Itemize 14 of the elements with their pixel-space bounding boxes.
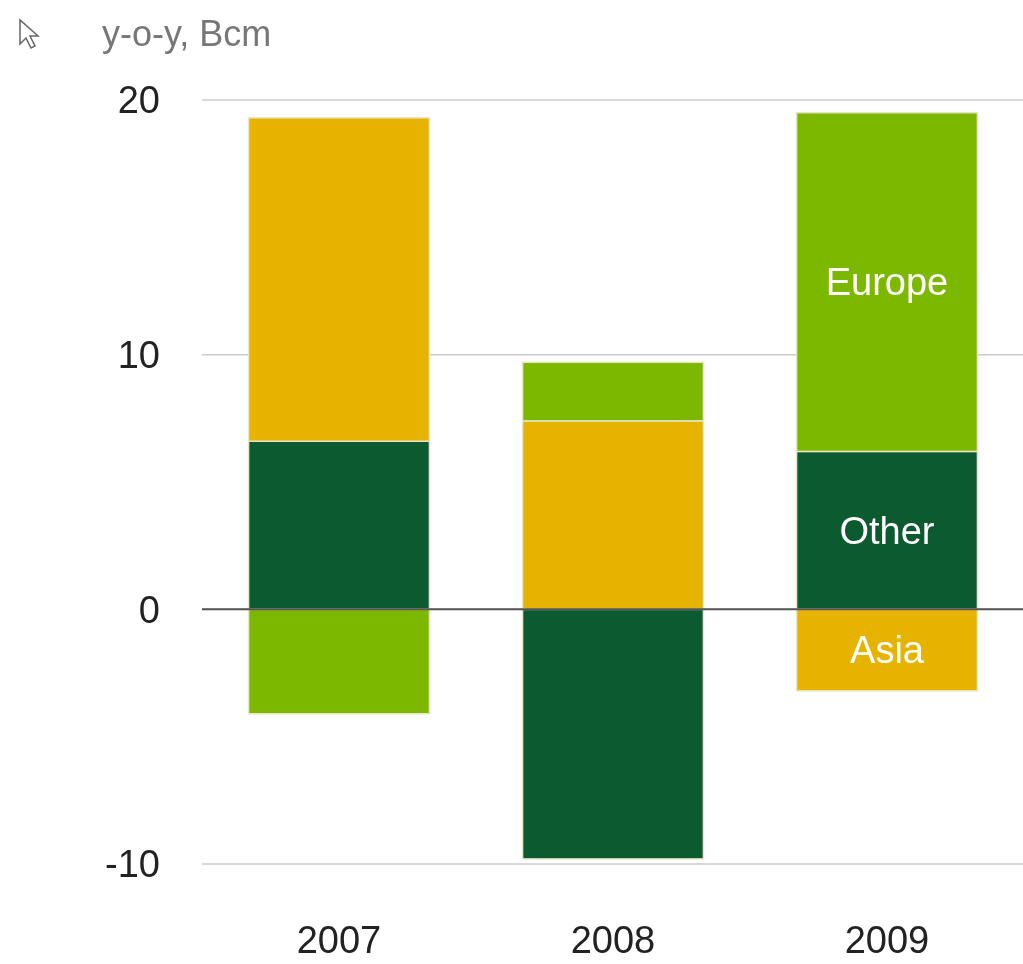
y-tick-label: -10: [105, 843, 160, 886]
series-label: Europe: [825, 261, 949, 304]
x-tick-label: 2009: [844, 919, 930, 961]
y-tick-label: 20: [117, 79, 160, 122]
y-axis-title: y-o-y, Bcm: [102, 13, 272, 54]
bar: [247, 608, 431, 715]
x-tick-label: 2007: [296, 919, 382, 961]
y-tick-label: 0: [138, 588, 160, 631]
y-tick-label: 10: [117, 333, 160, 376]
series-label: Other: [839, 509, 935, 552]
bar: [521, 608, 705, 860]
bar: [795, 608, 979, 692]
series-label: Asia: [850, 629, 925, 672]
x-tick-label: 2008: [570, 919, 656, 961]
